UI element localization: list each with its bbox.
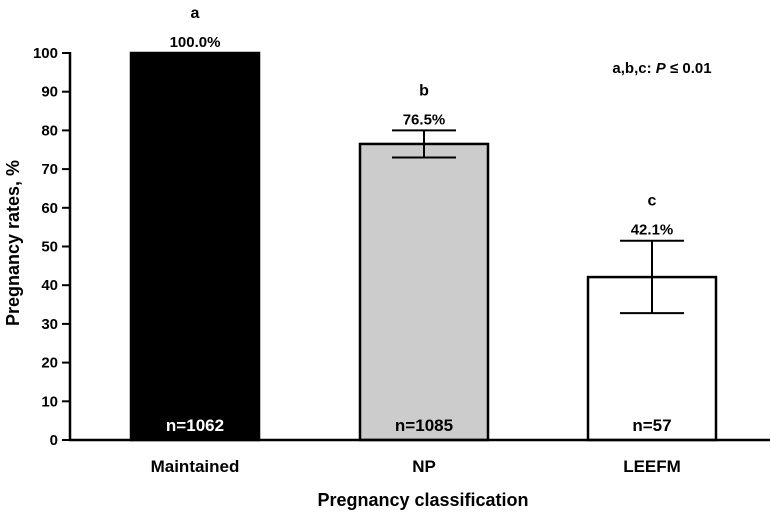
x-axis-title: Pregnancy classification [317, 490, 528, 510]
x-category-label: LEEFM [623, 457, 681, 476]
y-tick-label: 40 [41, 277, 58, 294]
y-tick-label: 70 [41, 161, 58, 178]
x-category-label: NP [412, 457, 436, 476]
sample-size-label: n=1085 [395, 416, 453, 435]
y-tick-label: 0 [50, 432, 58, 449]
y-tick-label: 80 [41, 122, 58, 139]
significance-note-suffix: ≤ 0.01 [666, 60, 712, 77]
bar-maintained [129, 51, 261, 442]
y-tick-label: 30 [41, 316, 58, 333]
sample-size-label: n=1062 [166, 416, 224, 435]
significance-note-p: P [656, 60, 667, 77]
x-category-label: Maintained [151, 457, 240, 476]
sample-size-label: n=57 [632, 416, 671, 435]
significance-letter: a [191, 5, 200, 22]
y-tick-label: 10 [41, 393, 58, 410]
y-tick-label: 50 [41, 239, 58, 256]
bar-value-label: 42.1% [631, 222, 674, 239]
bar-value-label: 100.0% [170, 34, 221, 51]
bar-np [358, 142, 490, 442]
y-tick-label: 100 [33, 45, 58, 62]
significance-note: a,b,c: P ≤ 0.01 [612, 60, 711, 77]
significance-note-prefix: a,b,c: [612, 60, 655, 77]
significance-letter: c [648, 193, 657, 210]
y-axis-title: Pregnancy rates, % [3, 160, 23, 326]
y-tick-label: 90 [41, 84, 58, 101]
x-axis: Maintained NP LEEFM [69, 438, 770, 476]
y-tick-label: 20 [41, 355, 58, 372]
y-axis: 0 10 20 30 40 50 60 70 80 90 100 [33, 45, 72, 449]
bar-value-label: 76.5% [403, 111, 446, 128]
y-tick-label: 60 [41, 200, 58, 217]
significance-letter: b [419, 82, 429, 99]
bars: 100.0% a n=1062 76.5% b n=1085 42.1% c n=57 [129, 5, 718, 442]
